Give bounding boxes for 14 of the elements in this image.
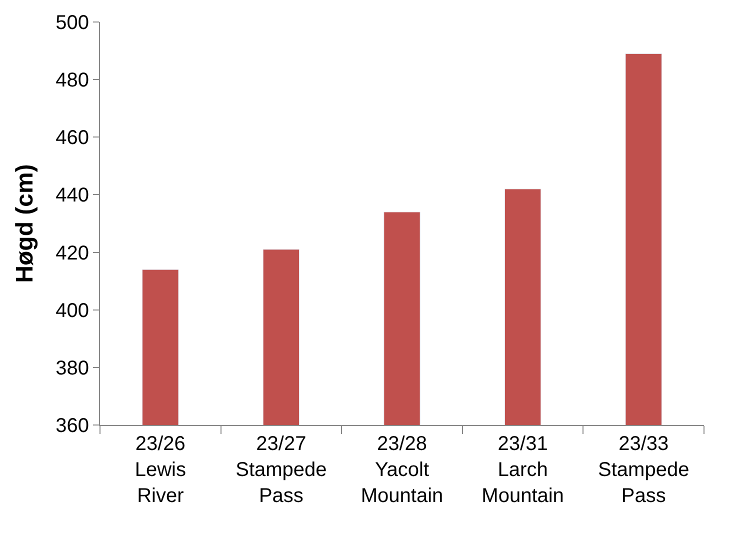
x-tick-label: 23/33 Stampede Pass — [598, 433, 690, 507]
y-tick-label: 440 — [56, 184, 89, 207]
y-tick-label: 400 — [56, 300, 89, 322]
x-tick-label: 23/28 Yacolt Mountain — [360, 433, 444, 507]
y-tick-label: 460 — [56, 127, 89, 150]
x-tick-label: 23/26 Lewis River — [134, 433, 186, 507]
x-tick-label: 23/27 Stampede Pass — [236, 433, 327, 507]
y-axis-title: Høgd (cm) — [12, 164, 39, 283]
y-tick-label: 500 — [56, 12, 89, 34]
y-tick-label: 360 — [56, 415, 89, 437]
x-tick-label: 23/31 Larch Mountain — [482, 433, 564, 507]
y-tick-label: 380 — [56, 357, 89, 380]
y-tick-label: 420 — [56, 242, 89, 264]
y-tick-label: 480 — [56, 70, 89, 92]
